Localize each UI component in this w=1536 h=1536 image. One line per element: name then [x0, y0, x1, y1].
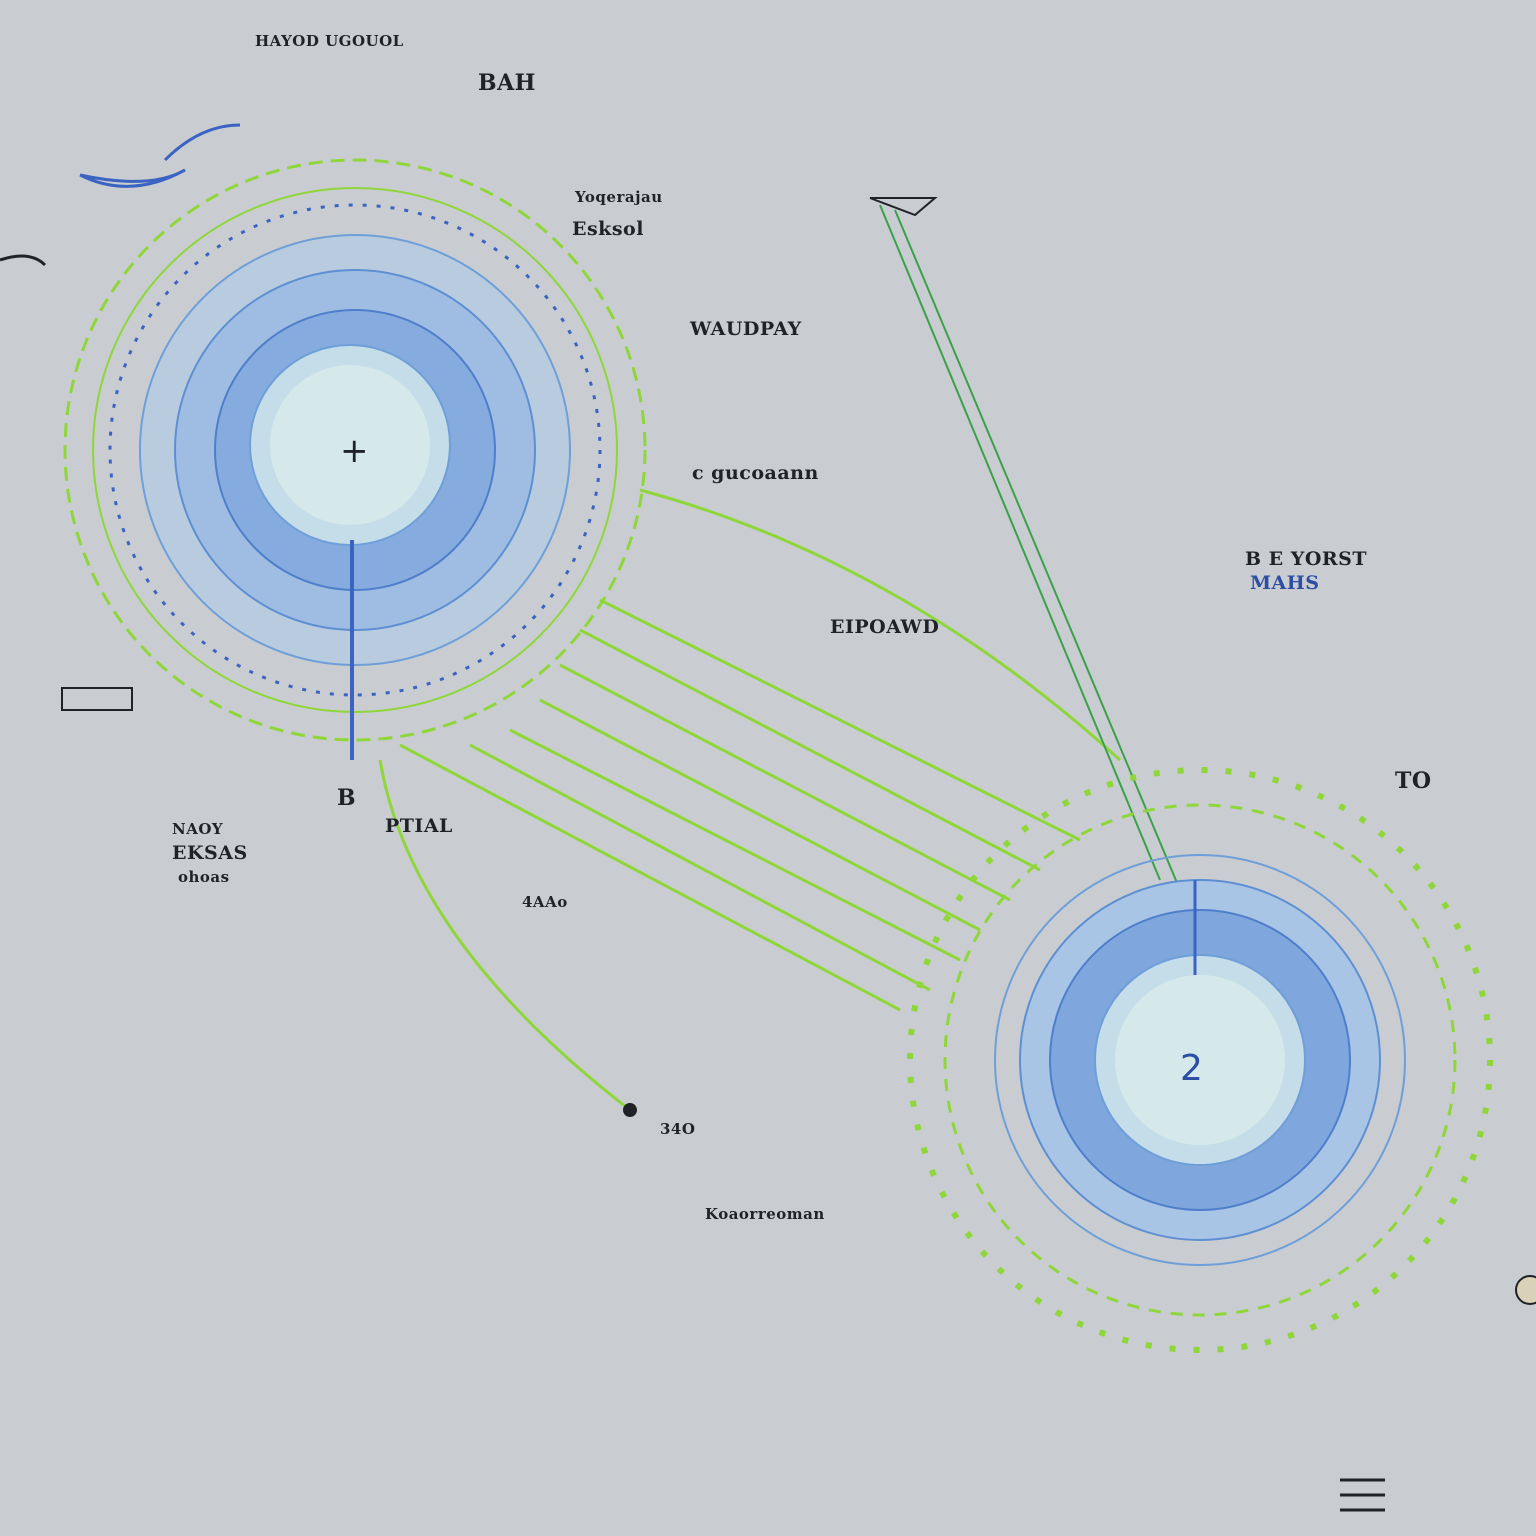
left-hub-dotted-ring [108, 203, 602, 697]
left-hub [63, 158, 647, 760]
label-top-mid-1: Yoqerajau [575, 188, 663, 206]
pointer-line [894, 209, 1181, 891]
bottom-right-ticks [1340, 1478, 1385, 1512]
circle1-core-glyph: + [340, 431, 369, 471]
label-left-3: ohoas [178, 868, 230, 886]
right-hub-core [1115, 975, 1285, 1145]
wave-sketch [163, 123, 241, 162]
connector-line [469, 743, 931, 992]
label-bottom-mid: Koaorreoman [705, 1205, 825, 1223]
label-mid: EIPOAWD [830, 616, 940, 638]
edge-node [1515, 1275, 1536, 1305]
label-under-b: PTIAL [385, 815, 453, 837]
connector-line [599, 598, 1081, 842]
label-far-right-2: MAHS [1250, 572, 1320, 594]
bottom-node [623, 1103, 637, 1117]
pointer-frame [869, 197, 938, 217]
connector-line [509, 728, 961, 962]
left-hub-outer-green-ring [63, 158, 647, 742]
label-b-mark: B [337, 785, 357, 811]
connector-line [539, 698, 981, 932]
connector-bundle [378, 488, 1122, 1112]
pointer-line [879, 204, 1161, 881]
circle2-core-glyph: 2 [1180, 1048, 1203, 1089]
decorative-sketches [0, 123, 1536, 1512]
right-hub-outer-dotted-ring [907, 767, 1493, 1353]
boat-sketch [79, 168, 186, 188]
label-top-mid-2: Esksol [572, 218, 644, 240]
left-hub-ring [92, 187, 618, 713]
label-center-small: 4AAo [522, 893, 568, 911]
left-edge-sketch [0, 254, 47, 267]
right-hub [907, 767, 1493, 1353]
label-right-2: c gucoaann [692, 462, 819, 484]
connector-curve [639, 488, 1122, 762]
connector-curve [378, 759, 631, 1112]
connector-line [559, 663, 1011, 902]
connector-line [399, 743, 901, 1012]
label-right-1: WAUDPAY [690, 318, 802, 340]
label-top-box: BAH [478, 70, 536, 96]
connector-line [579, 628, 1041, 872]
left-hub-core [270, 365, 430, 525]
label-bottom-num: 34O [660, 1120, 696, 1138]
label-left-1: NAOY [172, 820, 224, 838]
label-top-left: HAYOD UGOUOL [255, 32, 404, 50]
label-far-right-3: TO [1395, 768, 1432, 794]
label-left-2: EKSAS [172, 842, 248, 864]
left-tag [61, 687, 133, 711]
right-hub-ring [994, 854, 1406, 1266]
label-far-right-1: B E YORST [1245, 548, 1368, 570]
pointer-lines [869, 197, 1181, 891]
right-hub-green-ring [943, 803, 1457, 1317]
